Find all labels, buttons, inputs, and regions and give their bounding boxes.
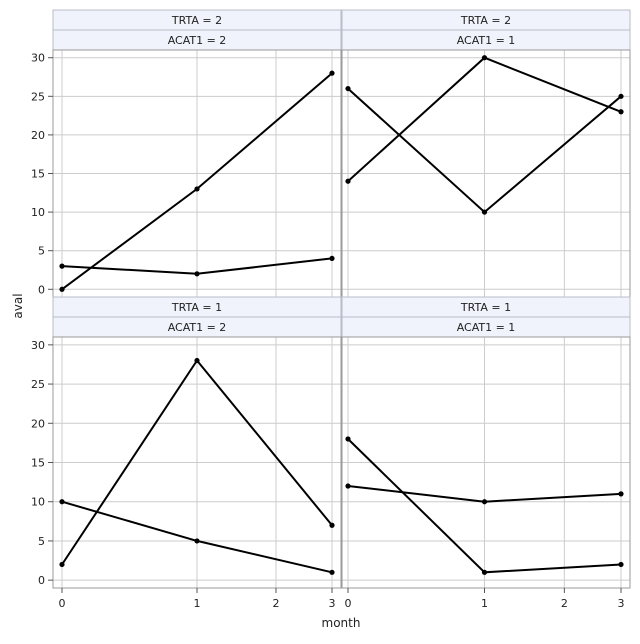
x-tick-label: 0 [59, 597, 66, 610]
data-point [59, 561, 65, 568]
panel-header-label: ACAT1 = 1 [457, 34, 516, 47]
data-point [345, 436, 351, 442]
data-point [59, 263, 65, 269]
data-point [345, 178, 351, 184]
data-point [345, 85, 351, 92]
panel-frame [341, 336, 631, 589]
y-tick-label: 25 [31, 90, 45, 103]
data-point [618, 109, 624, 115]
y-tick-label: 15 [31, 457, 45, 470]
data-point [481, 569, 488, 575]
y-tick-label: 20 [31, 129, 45, 142]
data-point [329, 569, 335, 575]
data-point [194, 357, 200, 364]
x-tick-label: 3 [329, 597, 336, 610]
x-tick-label: 1 [481, 597, 488, 610]
y-tick-label: 15 [31, 168, 45, 181]
data-point [481, 499, 488, 505]
x-tick-label: 2 [272, 597, 279, 610]
y-tick-label: 30 [31, 339, 45, 352]
y-tick-label: 20 [31, 417, 45, 430]
y-axis-label: aval [11, 293, 25, 318]
data-point [194, 271, 200, 277]
data-point [618, 561, 624, 568]
data-point [618, 491, 624, 497]
y-tick-label: 5 [38, 535, 45, 548]
data-point [59, 499, 65, 505]
data-point [481, 55, 488, 61]
panel-3: TRTA = 1 ACAT1 = 2 0 5 10 15 20 25 30 0 1 2 3 [31, 296, 342, 610]
panel-header-label: ACAT1 = 1 [457, 321, 516, 334]
data-point [345, 483, 351, 489]
y-tick-label: 0 [38, 574, 45, 587]
x-tick-label: 1 [194, 597, 201, 610]
data-point [329, 522, 335, 528]
panel-header-label: ACAT1 = 2 [168, 321, 227, 334]
y-tick-label: 5 [38, 245, 45, 258]
y-tick-label: 30 [31, 52, 45, 65]
x-axis-label: month [322, 616, 361, 630]
panel-header-label: TRTA = 2 [171, 14, 222, 27]
panel-header-label: TRTA = 2 [460, 14, 511, 27]
panel-header-label: TRTA = 1 [171, 301, 222, 314]
y-tick-label: 10 [31, 496, 45, 509]
panel-header-label: ACAT1 = 2 [168, 34, 227, 47]
x-tick-label: 0 [345, 597, 352, 610]
data-point [194, 538, 200, 544]
data-point [618, 93, 624, 99]
y-tick-label: 10 [31, 206, 45, 219]
data-point [329, 70, 335, 76]
y-tick-label: 25 [31, 378, 45, 391]
x-tick-label: 2 [561, 597, 568, 610]
data-point [59, 286, 65, 292]
x-tick-label: 3 [618, 597, 625, 610]
panel-1: TRTA = 2 ACAT1 = 2 0 5 10 15 20 25 30 [31, 9, 342, 298]
panel-2: TRTA = 2 ACAT1 = 1 [341, 9, 631, 298]
y-tick-label: 0 [38, 283, 45, 296]
data-point [329, 255, 335, 262]
data-point [481, 209, 488, 215]
data-point [194, 186, 200, 192]
panel-header-label: TRTA = 1 [460, 301, 511, 314]
panel-4: TRTA = 1 ACAT1 = 1 0 1 2 3 [341, 296, 631, 610]
